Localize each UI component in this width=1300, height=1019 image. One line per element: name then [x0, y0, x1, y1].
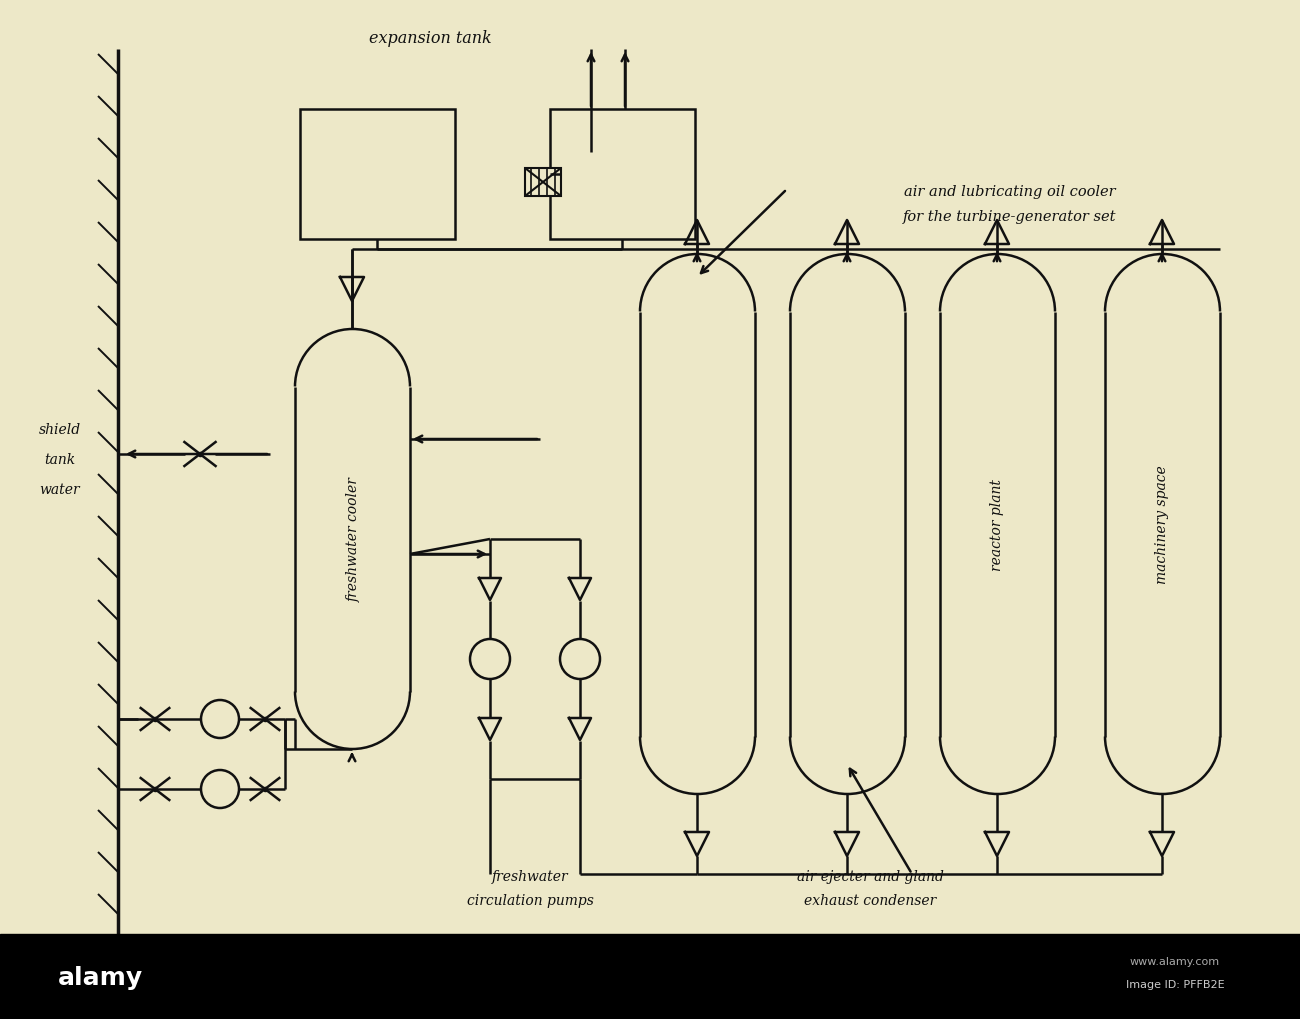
- Text: freshwater: freshwater: [491, 869, 568, 883]
- Text: air ejecter and gland: air ejecter and gland: [797, 869, 944, 883]
- Text: www.alamy.com: www.alamy.com: [1130, 956, 1221, 966]
- Bar: [550, 110, 696, 239]
- Bar: [525, 169, 562, 197]
- Text: for the turbine-generator set: for the turbine-generator set: [903, 210, 1117, 224]
- Text: machinery space: machinery space: [1154, 465, 1169, 584]
- Text: water: water: [40, 483, 81, 496]
- Text: tank: tank: [44, 452, 75, 467]
- Circle shape: [202, 700, 239, 739]
- Bar: [300, 110, 455, 239]
- Text: circulation pumps: circulation pumps: [467, 893, 593, 907]
- Text: reactor plant: reactor plant: [991, 479, 1004, 571]
- Text: shield: shield: [39, 423, 81, 436]
- Circle shape: [560, 639, 601, 680]
- Text: expansion tank: expansion tank: [369, 30, 491, 47]
- Text: exhaust condenser: exhaust condenser: [803, 893, 936, 907]
- Text: freshwater cooler: freshwater cooler: [347, 477, 361, 602]
- Circle shape: [202, 770, 239, 808]
- Bar: [0, 934, 1300, 1019]
- Text: air and lubricating oil cooler: air and lubricating oil cooler: [905, 184, 1115, 199]
- Text: Image ID: PFFB2E: Image ID: PFFB2E: [1126, 979, 1225, 989]
- Text: alamy: alamy: [57, 965, 143, 989]
- Circle shape: [471, 639, 510, 680]
